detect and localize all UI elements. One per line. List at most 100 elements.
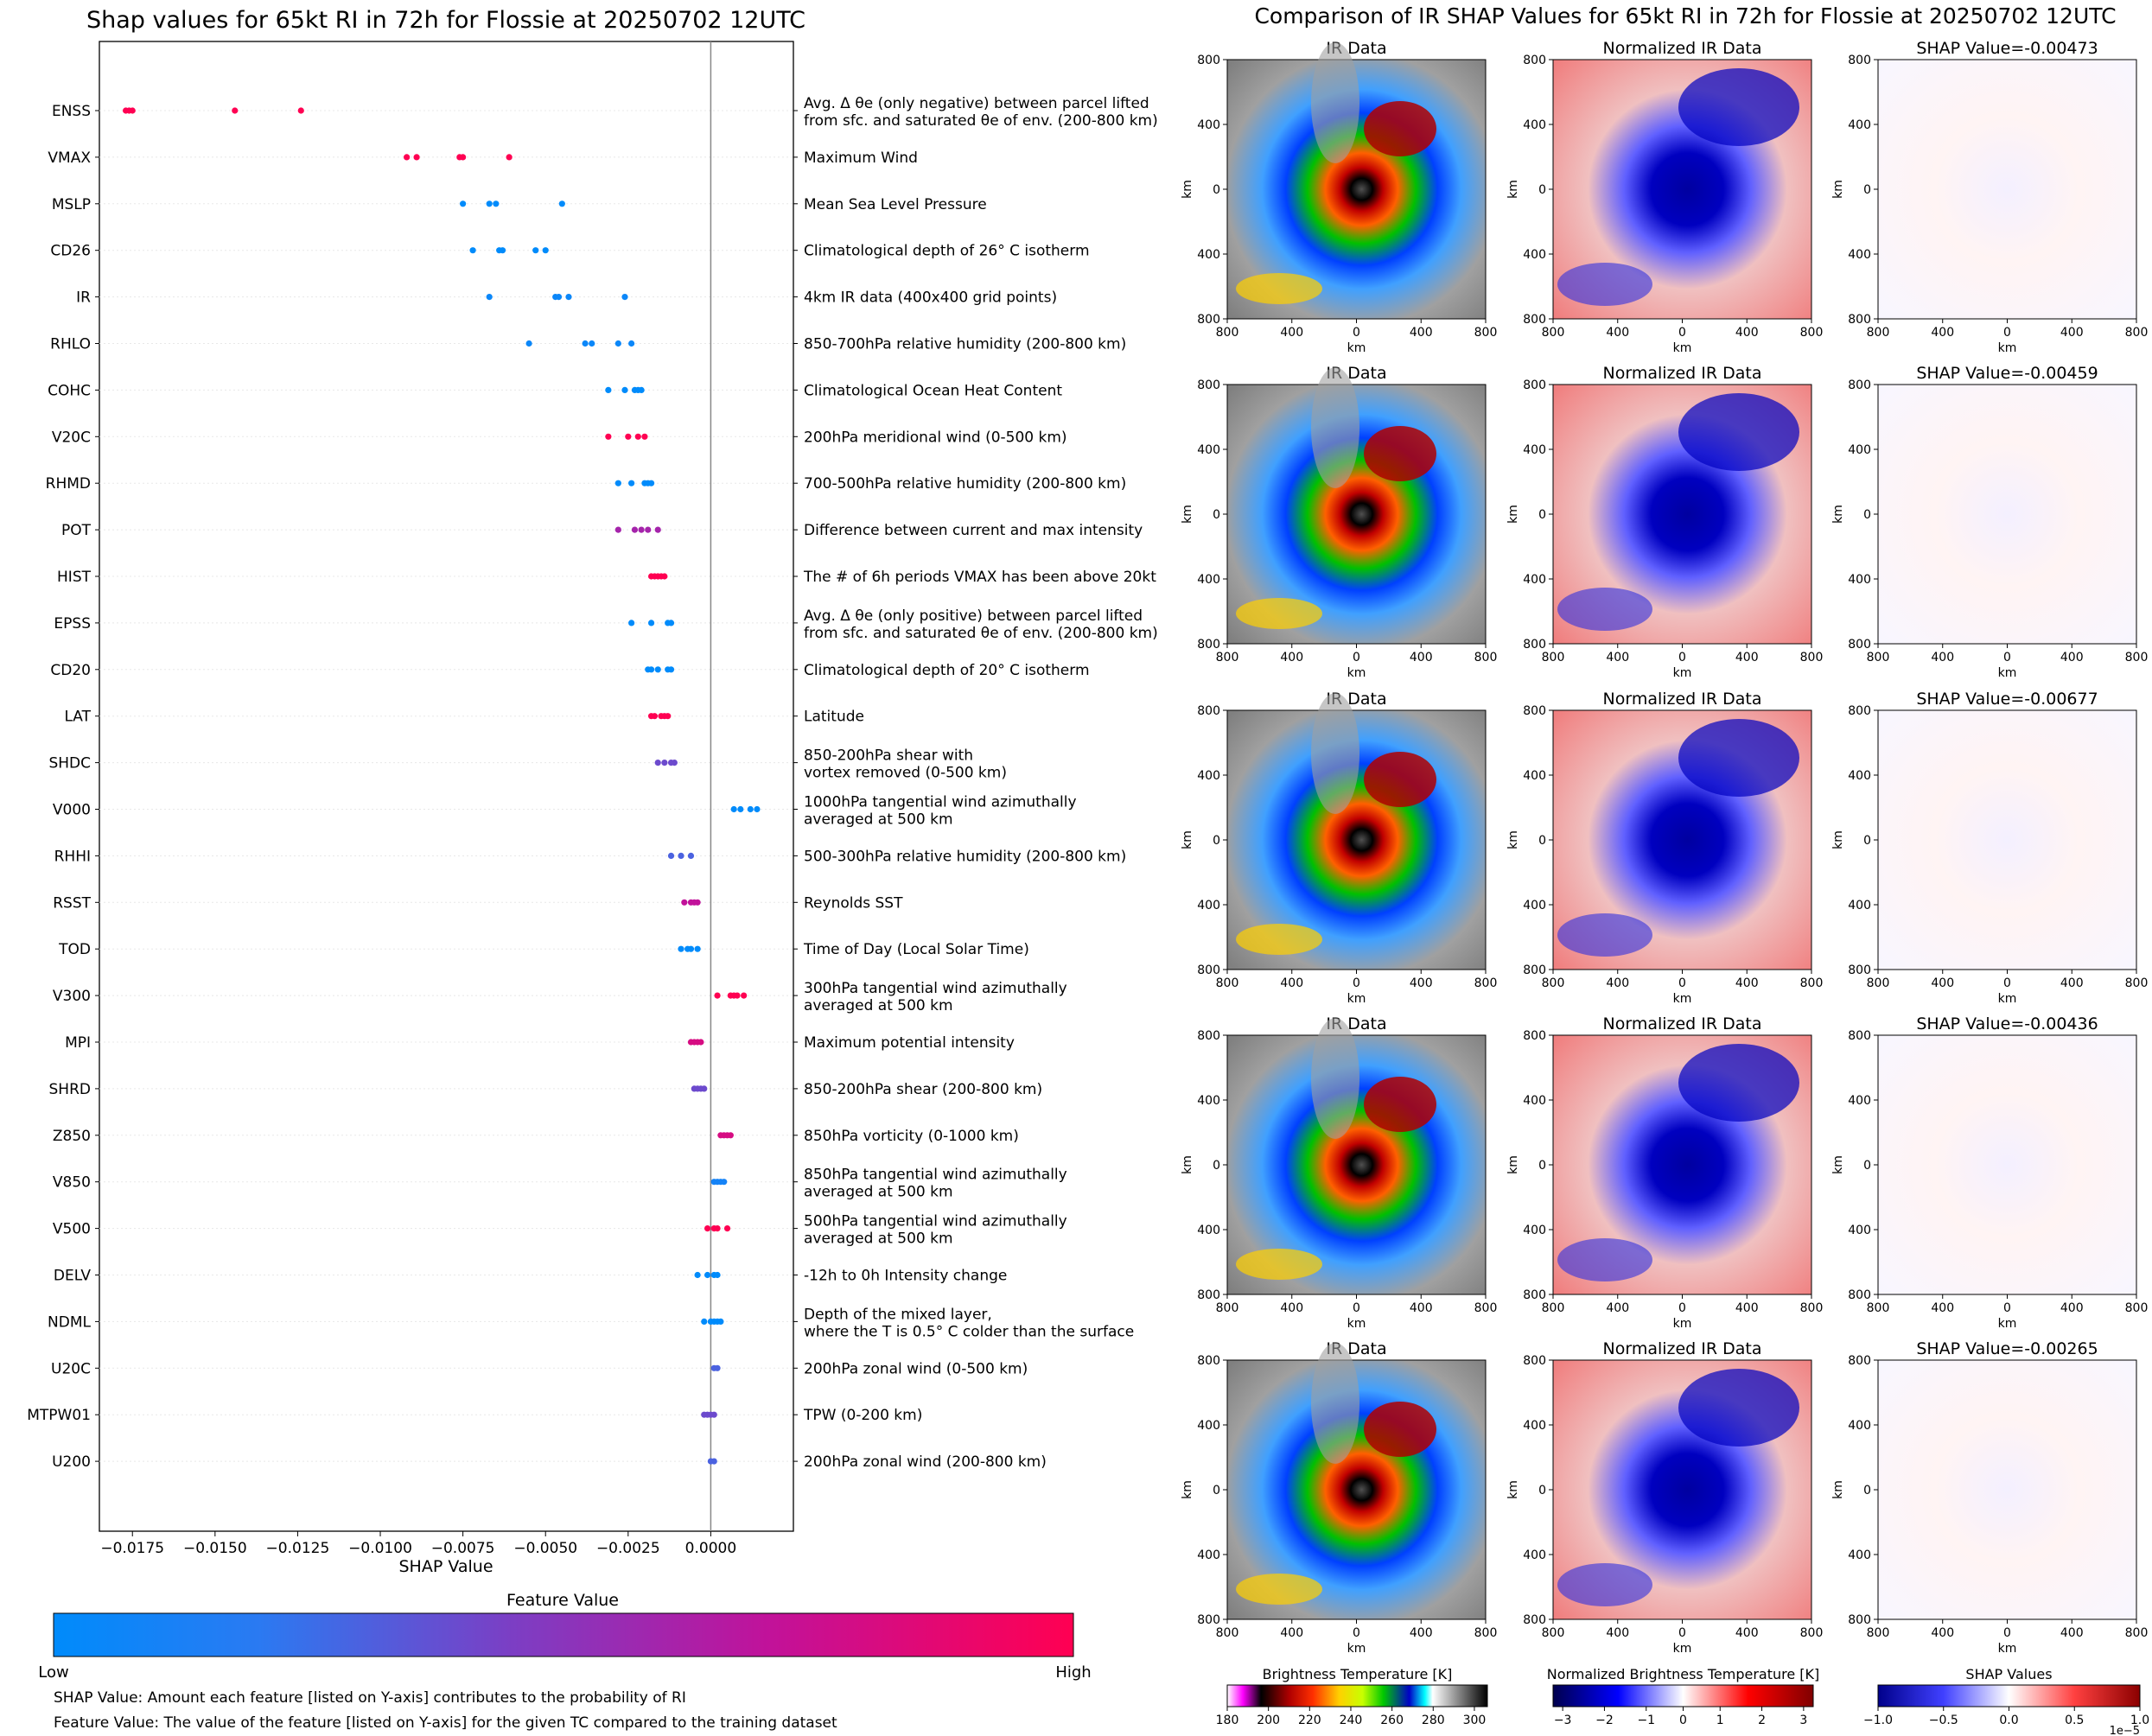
heatmap-panel: Normalized IR Data8008004004000040040080… [1506,364,1823,680]
panel-y-tick-label: 400 [1523,118,1546,132]
panel-y-tick-label: 800 [1197,638,1220,652]
panel-y-tick-label: 400 [1197,1224,1220,1237]
panel-colorbar: Normalized Brightness Temperature [K] −3 −… [1547,1666,1820,1727]
panel-x-tick-label: 800 [1216,976,1239,990]
panel-y-tick-label: 0 [1538,1484,1546,1498]
shap-point [532,247,539,254]
shap-point [661,573,668,580]
panel-y-tick-label: 400 [1848,443,1871,457]
feature-name-label: U20C [51,1360,91,1377]
feature-description: from sfc. and saturated θe of env. (200-… [804,112,1158,130]
panel-y-label: km [1506,1480,1520,1499]
panel-x-label: km [1673,992,1692,1006]
feature-description: Mean Sea Level Pressure [804,196,987,213]
panel-y-tick-label: 400 [1197,769,1220,783]
feature-name-label: V500 [53,1221,91,1238]
heatmap-panel: Normalized IR Data8008004004000040040080… [1506,1014,1823,1331]
shap-point [558,200,565,207]
cold-cloud-region [1557,1238,1652,1281]
feature-description: from sfc. and saturated θe of env. (200-… [804,625,1158,642]
panel-y-tick-label: 800 [1523,313,1546,327]
rain-band [1236,1574,1322,1605]
panel-x-tick-label: 400 [1280,1626,1303,1640]
shap-point [647,666,655,673]
panel-y-label: km [1506,180,1520,199]
panel-y-tick-label: 400 [1197,443,1220,457]
feature-name-label: LAT [64,709,91,726]
shap-point [493,200,500,207]
feature-description: Depth of the mixed layer, [804,1306,992,1323]
feature-name-label: RHMD [46,475,91,493]
colorbar-gradient [1226,1684,1488,1707]
feature-name-labels: ENSS VMAX MSLP CD26 IR RHLO COHC V20C RHMD POT HIS… [27,103,99,1471]
panel-image [1877,384,2137,645]
shap-point [697,1039,704,1046]
shap-point [710,1411,717,1418]
panel-x-tick-label: 0 [1678,326,1686,340]
feature-description: 850-200hPa shear (200-800 km) [804,1081,1042,1098]
colorbar-tick-label: −3 [1554,1714,1572,1727]
panel-y-tick-label: 800 [1523,638,1546,652]
panel-y-tick-label: 400 [1523,443,1546,457]
feature-description: Reynolds SST [804,894,903,912]
feature-name-label: NDML [48,1313,91,1331]
panel-title: Normalized IR Data [1603,1339,1762,1358]
convection-cell [1364,1402,1436,1457]
shap-point [754,805,761,813]
feature-name-label: TOD [58,941,91,958]
shap-point [525,340,532,347]
panel-x-label: km [1347,992,1366,1006]
feature-name-label: SHDC [48,755,91,773]
shap-point [565,294,572,301]
panel-x-tick-label: 800 [1867,1626,1890,1640]
shap-point [634,433,641,440]
feature-name-label: EPSS [54,615,91,633]
colorbar-tick-label: 1 [1716,1714,1724,1727]
panel-x-tick-label: 800 [1867,976,1890,990]
feature-description: 200hPa zonal wind (200-800 km) [804,1453,1047,1471]
shap-point [647,620,655,626]
colorbar-tick-label: −1 [1637,1714,1655,1727]
panel-y-tick-label: 400 [1197,1094,1220,1108]
shap-point [628,340,635,347]
colorbar-tick-label: −0.5 [1929,1714,1958,1727]
shap-point [678,945,684,952]
cold-cloud-region [1557,1563,1652,1606]
shap-point [714,1225,721,1232]
feature-description: averaged at 500 km [804,997,953,1014]
feature-description: 1000hPa tangential wind azimuthally [804,794,1077,811]
feature-name-label: HIST [57,569,92,586]
panel-x-tick-label: 800 [1800,326,1824,340]
shap-point [704,1225,711,1232]
panel-x-tick-label: 400 [1606,976,1629,990]
convection-cell [1364,1077,1436,1132]
panel-x-tick-label: 800 [1800,651,1824,665]
colorbar-tick-label: −2 [1595,1714,1614,1727]
panel-title: SHAP Value=-0.00265 [1916,1339,2098,1358]
panel-x-tick-label: 800 [1474,1626,1498,1640]
panel-x-tick-label: 400 [2060,1301,2084,1315]
heatmap-panel: SHAP Value=-0.00436800800400400004004008… [1831,1014,2148,1331]
panel-x-label: km [1998,1317,2017,1331]
shap-point [589,340,595,347]
panel-y-tick-label: 800 [1523,54,1546,67]
feature-name-label: U200 [52,1453,91,1471]
shap-point [721,1179,728,1186]
panel-x-tick-label: 400 [1410,326,1433,340]
panel-image [1877,709,2137,970]
colorbar-offset-label: 1e−5 [2110,1725,2140,1736]
panel-title: SHAP Value=-0.00459 [1916,364,2098,383]
panel-y-tick-label: 400 [1848,1224,1871,1237]
panel-x-tick-label: 400 [1931,1626,1954,1640]
panel-y-tick-label: 800 [1197,378,1220,392]
colorbar-high-label: High [1055,1663,1091,1682]
panel-x-tick-label: 0 [1678,976,1686,990]
rain-band [1236,598,1322,629]
panel-x-tick-label: 400 [1735,1301,1759,1315]
cold-cloud-region [1678,393,1799,471]
shap-point [555,294,563,301]
colorbar-label: Brightness Temperature [K] [1263,1666,1453,1682]
shap-point [641,433,648,440]
panel-title: SHAP Value=-0.00436 [1916,1014,2098,1033]
panel-y-label: km [1831,1155,1845,1174]
